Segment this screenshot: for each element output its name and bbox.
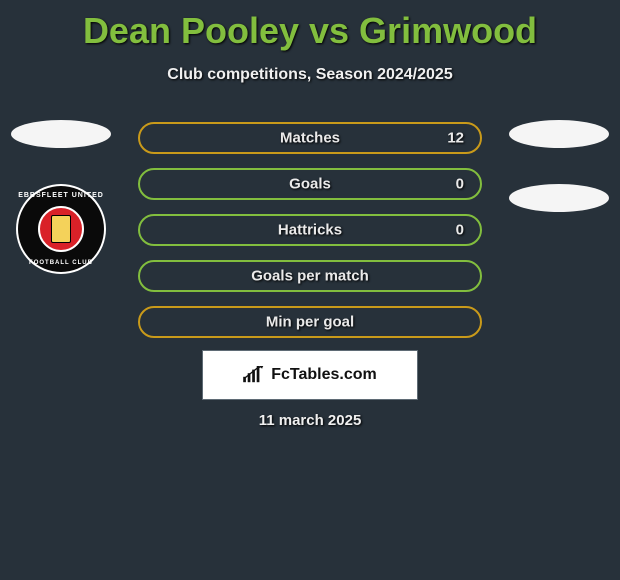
left-player-column: EBBSFLEET UNITED FOOTBALL CLUB xyxy=(6,120,116,274)
stats-bars: Matches 12 Goals 0 Hattricks 0 Goals per match… xyxy=(138,122,482,338)
footer-date: 11 march 2025 xyxy=(259,412,362,429)
stat-row-goals-per-match: Goals per match xyxy=(138,260,482,292)
brand-text: FcTables.com xyxy=(271,366,377,384)
left-player-photo-placeholder xyxy=(11,120,111,148)
stat-label: Goals xyxy=(289,176,331,193)
right-player-photo-placeholder xyxy=(509,120,609,148)
stat-row-goals: Goals 0 xyxy=(138,168,482,200)
page-subtitle: Club competitions, Season 2024/2025 xyxy=(0,66,620,84)
stat-value-right: 0 xyxy=(456,176,464,193)
stat-label: Hattricks xyxy=(278,222,342,239)
stat-value-right: 0 xyxy=(456,222,464,239)
stat-label: Matches xyxy=(280,130,340,147)
stat-label: Goals per match xyxy=(251,268,369,285)
stat-label: Min per goal xyxy=(266,314,354,331)
page-title: Dean Pooley vs Grimwood xyxy=(0,0,620,52)
stat-row-min-per-goal: Min per goal xyxy=(138,306,482,338)
stat-row-hattricks: Hattricks 0 xyxy=(138,214,482,246)
right-player-column xyxy=(504,120,614,212)
crest-inner xyxy=(38,206,84,252)
stat-row-matches: Matches 12 xyxy=(138,122,482,154)
left-club-crest: EBBSFLEET UNITED FOOTBALL CLUB xyxy=(16,184,106,274)
crest-text-top: EBBSFLEET UNITED xyxy=(16,192,106,199)
brand-box[interactable]: FcTables.com xyxy=(202,350,418,400)
right-club-crest-placeholder xyxy=(509,184,609,212)
brand-chart-icon xyxy=(243,366,265,384)
stat-value-right: 12 xyxy=(447,130,464,147)
crest-text-bottom: FOOTBALL CLUB xyxy=(16,260,106,266)
